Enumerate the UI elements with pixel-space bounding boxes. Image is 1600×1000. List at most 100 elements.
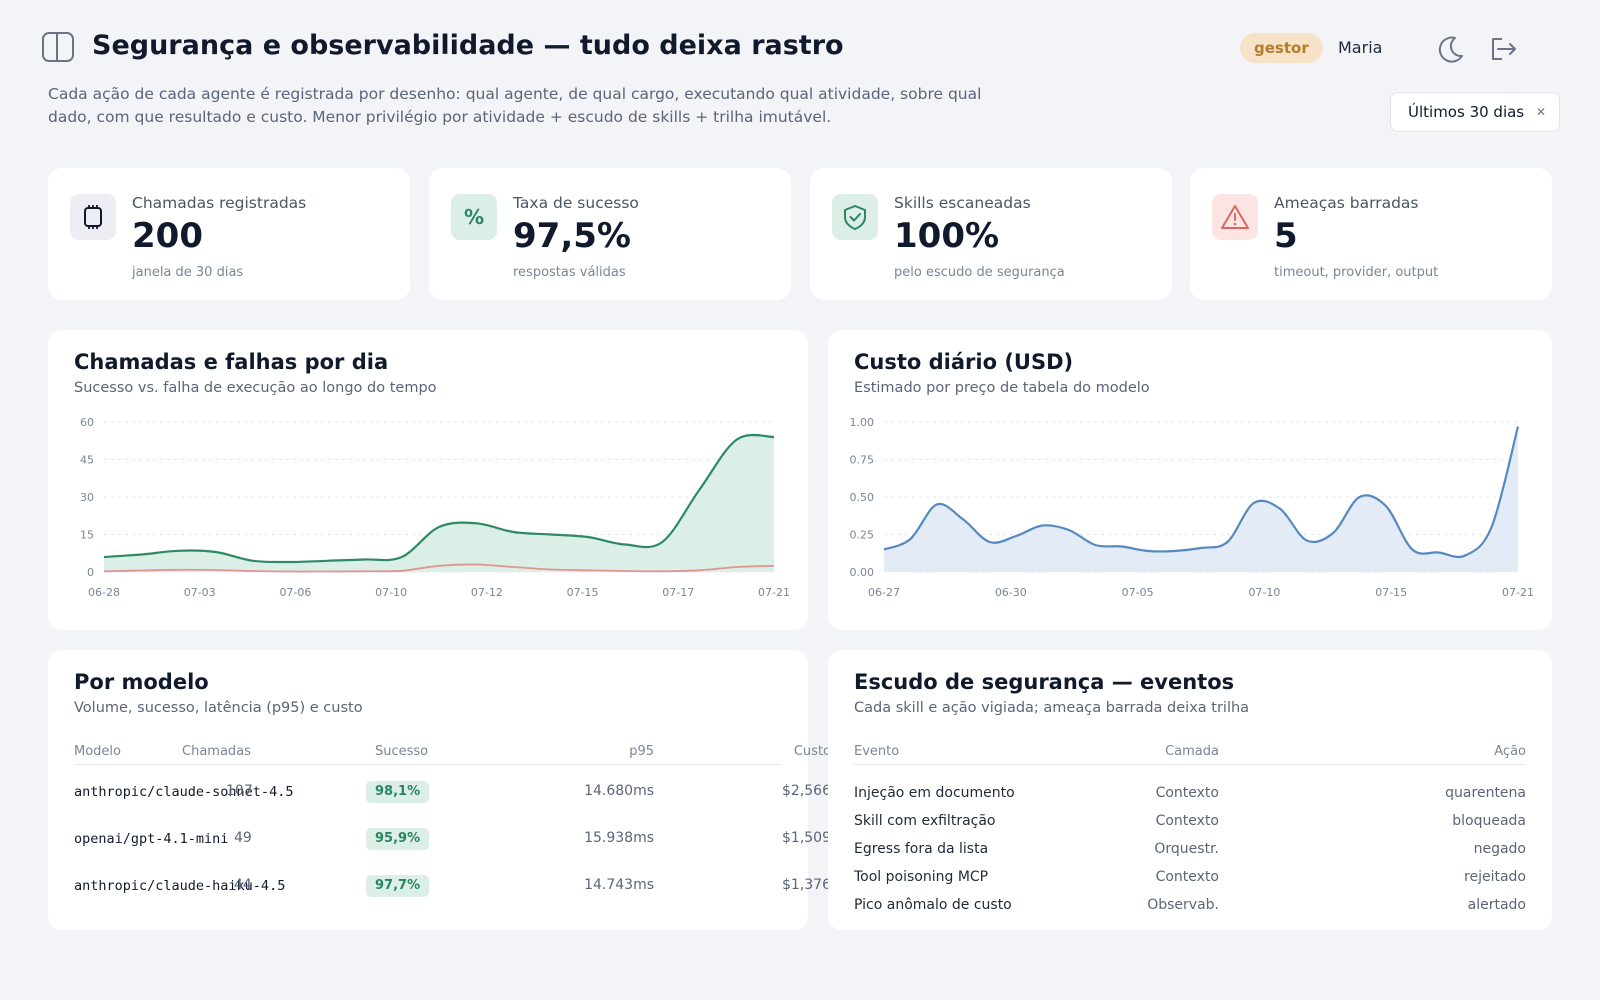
success-badge: 98,1% — [366, 781, 430, 803]
event-layer: Observab. — [1147, 897, 1219, 913]
header: Segurança e observabilidade — tudo deixa… — [42, 30, 1558, 66]
model-calls: 44 — [234, 877, 252, 893]
model-name: openai/gpt-4.1-mini — [74, 831, 229, 847]
x-tick-label: 07-05 — [1122, 586, 1154, 599]
kpi-card-success: % Taxa de sucesso 97,5% respostas válida… — [429, 168, 791, 300]
role-badge: gestor — [1240, 33, 1323, 63]
event-name: Tool poisoning MCP — [854, 869, 989, 885]
y-tick-label: 0.50 — [850, 491, 875, 504]
period-select[interactable]: Últimos 30 dias ✕ — [1390, 92, 1560, 132]
y-tick-label: 1.00 — [850, 416, 875, 429]
event-action: alertado — [1467, 897, 1526, 913]
kpi-caption: pelo escudo de segurança — [894, 265, 1065, 280]
moon-icon — [1438, 36, 1463, 63]
kpi-icon-box — [832, 194, 878, 240]
panel-title: Custo diário (USD) — [854, 350, 1074, 374]
series-area — [104, 434, 774, 572]
x-tick-label: 07-15 — [1375, 586, 1407, 599]
logout-button[interactable] — [1486, 32, 1520, 66]
model-name: anthropic/claude-sonnet-4.5 — [74, 784, 294, 800]
model-name: anthropic/claude-haiku-4.5 — [74, 878, 286, 894]
kpi-card-threats: Ameaças barradas 5 timeout, provider, ou… — [1190, 168, 1552, 300]
warning-icon — [1221, 205, 1249, 229]
panel-title: Por modelo — [74, 670, 209, 694]
y-tick-label: 30 — [80, 491, 94, 504]
event-name: Skill com exfiltração — [854, 813, 996, 829]
x-tick-label: 06-27 — [868, 586, 900, 599]
panel-title: Escudo de segurança — eventos — [854, 670, 1235, 694]
kpi-value: 100% — [894, 216, 1000, 256]
x-tick-label: 07-03 — [184, 586, 216, 599]
cost-chart: 0.00 0.25 0.50 0.75 1.00 06-27 06-30 07-05 07-10… — [850, 416, 1534, 599]
panel-title: Chamadas e falhas por dia — [74, 350, 389, 374]
page-title: Segurança e observabilidade — tudo deixa… — [92, 30, 844, 61]
panel-subtitle: Cada skill e ação vigiada; ameaça barrad… — [854, 700, 1250, 716]
column-header-event[interactable]: Evento — [854, 744, 900, 759]
event-layer: Contexto — [1155, 813, 1219, 829]
x-tick-label: 06-30 — [995, 586, 1027, 599]
x-tick-label: 07-21 — [1502, 586, 1534, 599]
x-tick-label: 07-17 — [662, 586, 694, 599]
column-header-calls[interactable]: Chamadas — [182, 744, 251, 759]
success-badge: 97,7% — [366, 875, 430, 897]
column-header-cost[interactable]: Custo — [793, 744, 831, 759]
model-p95: 14.743ms — [584, 877, 654, 893]
user-name[interactable]: Maria — [1338, 38, 1383, 57]
y-tick-label: 15 — [80, 529, 94, 542]
column-header-layer[interactable]: Camada — [1165, 744, 1219, 759]
y-tick-label: 0 — [87, 566, 94, 579]
event-name: Injeção em documento — [854, 785, 1015, 801]
y-tick-label: 60 — [80, 416, 94, 429]
kpi-value: 5 — [1274, 216, 1298, 256]
series-line — [103, 563, 775, 573]
logout-icon — [1492, 38, 1516, 60]
panel-subtitle: Estimado por preço de tabela do modelo — [854, 380, 1150, 396]
kpi-icon-box — [70, 194, 116, 240]
column-header-p95[interactable]: p95 — [629, 744, 654, 759]
x-tick-label: 07-12 — [471, 586, 503, 599]
table-divider — [854, 764, 1526, 765]
column-header-action[interactable]: Ação — [1494, 744, 1526, 759]
chevron-updown-icon: ✕ — [1535, 105, 1546, 119]
x-tick-label: 07-10 — [1248, 586, 1280, 599]
models-panel: Por modelo Volume, sucesso, latência (p9… — [48, 650, 831, 930]
x-tick-label: 07-06 — [279, 586, 311, 599]
kpi-card-skills: Skills escaneadas 100% pelo escudo de se… — [810, 168, 1172, 300]
event-action: negado — [1473, 841, 1526, 857]
x-tick-label: 07-15 — [567, 586, 599, 599]
model-cost: $2,566 — [782, 783, 831, 799]
series-area — [884, 426, 1518, 572]
kpi-label: Ameaças barradas — [1274, 194, 1419, 212]
shield-check-icon — [844, 205, 866, 230]
series-line — [103, 433, 775, 564]
model-calls: 49 — [234, 830, 252, 846]
model-calls: 107 — [226, 783, 253, 799]
period-select-value: Últimos 30 dias — [1408, 103, 1525, 121]
event-action: quarentena — [1445, 785, 1526, 801]
y-tick-label: 0.25 — [850, 529, 875, 542]
kpi-label: Chamadas registradas — [132, 194, 307, 212]
calls-chart: 0 15 30 45 60 06-28 07-03 07-06 07-10 07-12 07-15 0… — [80, 416, 790, 599]
kpi-label: Taxa de sucesso — [513, 194, 639, 212]
event-layer: Contexto — [1155, 785, 1219, 801]
theme-toggle-button[interactable] — [1434, 32, 1468, 66]
kpi-caption: janela de 30 dias — [132, 265, 244, 280]
kpi-label: Skills escaneadas — [894, 194, 1031, 212]
kpi-icon-box: % — [451, 194, 497, 240]
model-p95: 14.680ms — [584, 783, 654, 799]
model-cost: $1,376 — [782, 877, 831, 893]
kpi-caption: timeout, provider, output — [1274, 265, 1439, 280]
model-cost: $1,509 — [782, 830, 831, 846]
sidebar-toggle-icon[interactable] — [42, 32, 74, 62]
kpi-icon-box — [1212, 194, 1258, 240]
chip-icon — [84, 205, 102, 229]
event-name: Egress fora da lista — [854, 841, 989, 857]
column-header-success[interactable]: Sucesso — [375, 744, 429, 759]
event-layer: Orquestr. — [1154, 841, 1219, 857]
table-divider — [74, 764, 782, 765]
model-p95: 15.938ms — [584, 830, 654, 846]
page-description: Cada ação de cada agente é registrada po… — [48, 85, 982, 126]
kpi-value: 200 — [132, 216, 203, 256]
event-name: Pico anômalo de custo — [854, 897, 1012, 913]
column-header-model[interactable]: Modelo — [74, 744, 121, 759]
